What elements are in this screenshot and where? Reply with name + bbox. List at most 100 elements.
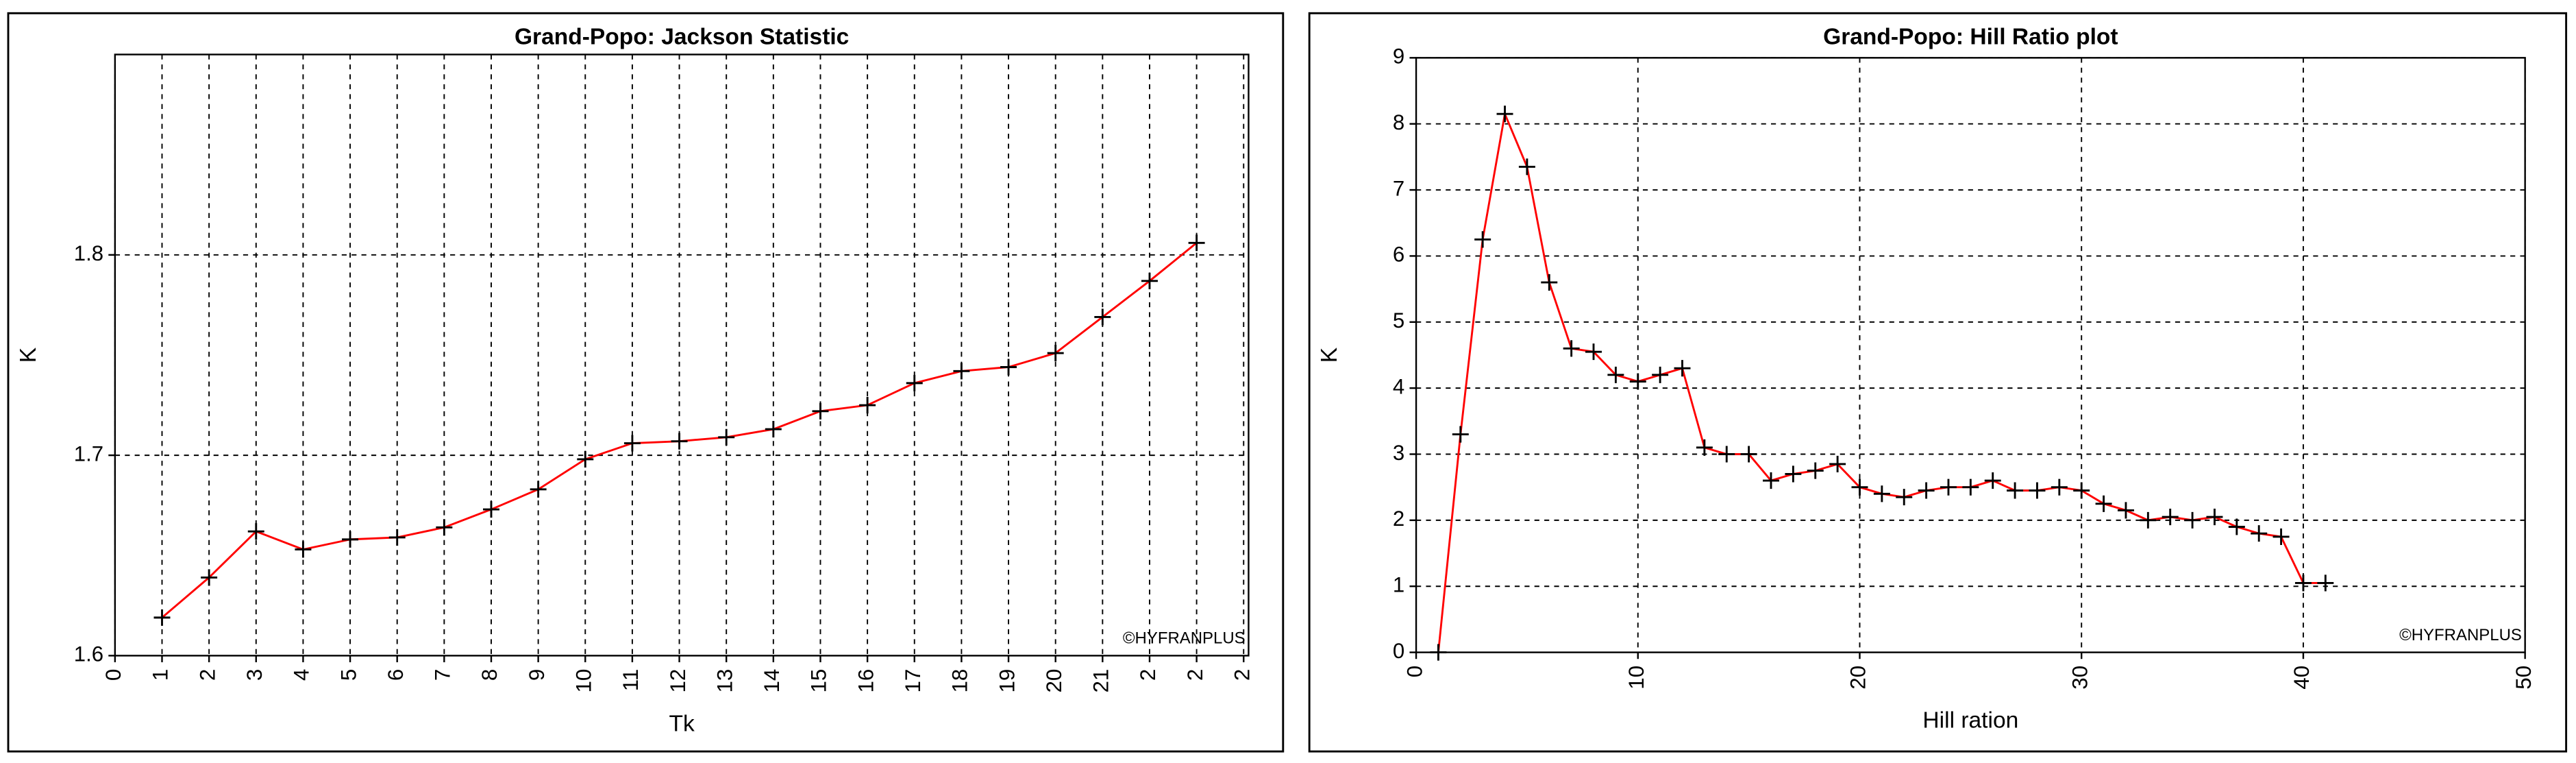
x-tick-label: 2 <box>1183 669 1207 681</box>
watermark: ©HYFRANPLUS <box>2399 626 2522 644</box>
data-marker <box>1807 462 1824 479</box>
data-marker <box>2317 574 2334 592</box>
x-tick-label: 17 <box>901 669 925 693</box>
x-tick-label: 8 <box>478 669 501 681</box>
data-marker <box>2029 482 2046 499</box>
data-marker <box>2206 509 2223 526</box>
y-tick-label: 1.7 <box>74 441 103 465</box>
data-marker <box>1629 373 1646 390</box>
data-marker <box>1607 366 1624 383</box>
x-tick-label: 2 <box>1136 669 1160 681</box>
data-marker <box>1452 426 1469 443</box>
data-marker <box>1474 231 1491 248</box>
data-marker <box>2228 518 2245 535</box>
data-marker <box>1696 439 1713 456</box>
x-tick-label: 3 <box>243 669 267 681</box>
x-tick-label: 21 <box>1089 669 1113 693</box>
x-tick-label: 14 <box>760 669 784 693</box>
data-marker <box>2051 479 2068 496</box>
data-marker <box>1563 340 1580 357</box>
data-marker <box>2007 482 2024 499</box>
x-axis-label: Tk <box>669 711 695 736</box>
x-tick-label: 2 <box>1230 669 1254 681</box>
data-marker <box>1896 489 1913 506</box>
chart-title: Grand-Popo: Hill Ratio plot <box>1823 24 2118 49</box>
data-marker <box>1829 455 1846 472</box>
x-tick-label: 1 <box>149 669 173 681</box>
data-marker <box>953 363 970 380</box>
data-marker <box>812 402 829 420</box>
data-marker <box>1873 485 1890 502</box>
plot-area <box>1415 57 2526 653</box>
data-marker <box>153 609 171 626</box>
y-tick-label: 7 <box>1393 176 1404 200</box>
plot-area <box>114 53 1250 657</box>
data-marker <box>2117 502 2134 519</box>
data-marker <box>1585 343 1602 361</box>
data-marker <box>1047 344 1064 362</box>
data-marker <box>1094 308 1111 326</box>
data-marker <box>1962 479 1979 496</box>
y-tick-label: 5 <box>1393 308 1404 332</box>
data-marker <box>2294 574 2312 592</box>
x-tick-label: 15 <box>807 669 831 693</box>
x-tick-label: 10 <box>572 669 596 693</box>
data-marker <box>1984 472 2001 489</box>
y-tick-label: 8 <box>1393 110 1404 134</box>
x-axis-label: Hill ration <box>1922 708 2018 734</box>
data-marker <box>436 519 453 536</box>
x-tick-label: 20 <box>1846 666 1870 690</box>
data-marker <box>1740 446 1757 463</box>
x-tick-label: 5 <box>336 669 360 681</box>
data-marker <box>2272 528 2290 545</box>
data-marker <box>2095 495 2112 512</box>
data-marker <box>906 374 923 391</box>
y-tick-label: 2 <box>1393 507 1404 531</box>
y-tick-label: 1.8 <box>74 241 103 265</box>
x-tick-label: 0 <box>101 669 125 681</box>
x-tick-label: 6 <box>384 669 408 681</box>
x-tick-label: 0 <box>1402 666 1426 677</box>
data-marker <box>1718 446 1735 463</box>
x-tick-label: 11 <box>619 669 643 692</box>
data-marker <box>2073 482 2090 499</box>
y-tick-label: 4 <box>1393 374 1404 398</box>
x-tick-label: 10 <box>1624 666 1648 690</box>
data-marker <box>1763 472 1779 489</box>
data-marker <box>859 396 876 414</box>
x-tick-label: 50 <box>2512 666 2536 690</box>
data-marker <box>2251 525 2268 542</box>
data-marker <box>1851 479 1868 496</box>
y-tick-label: 1 <box>1393 572 1404 596</box>
data-marker <box>2184 511 2201 529</box>
x-tick-label: 40 <box>2290 666 2314 690</box>
data-marker <box>1541 274 1558 291</box>
data-marker <box>1940 479 1957 496</box>
data-marker <box>295 541 312 558</box>
data-marker <box>671 433 688 450</box>
data-marker <box>530 481 547 498</box>
y-tick-label: 3 <box>1393 441 1404 465</box>
data-marker <box>718 428 735 446</box>
x-tick-label: 18 <box>948 669 972 693</box>
data-marker <box>1674 360 1691 377</box>
chart-title: Grand-Popo: Jackson Statistic <box>515 24 849 49</box>
x-tick-label: 20 <box>1042 669 1066 693</box>
data-marker <box>1000 359 1017 376</box>
data-marker <box>2140 511 2157 529</box>
data-marker <box>1430 644 1447 661</box>
x-tick-label: 9 <box>525 669 549 681</box>
data-marker <box>2162 509 2179 526</box>
x-tick-label: 30 <box>2068 666 2092 690</box>
data-marker <box>765 421 782 438</box>
data-marker <box>1918 482 1935 499</box>
x-tick-label: 2 <box>195 669 219 681</box>
data-marker <box>483 500 499 518</box>
data-marker <box>201 569 218 586</box>
data-marker <box>1496 106 1513 123</box>
y-axis-label: K <box>1317 347 1342 363</box>
x-tick-label: 7 <box>431 669 455 681</box>
data-marker <box>577 450 594 468</box>
